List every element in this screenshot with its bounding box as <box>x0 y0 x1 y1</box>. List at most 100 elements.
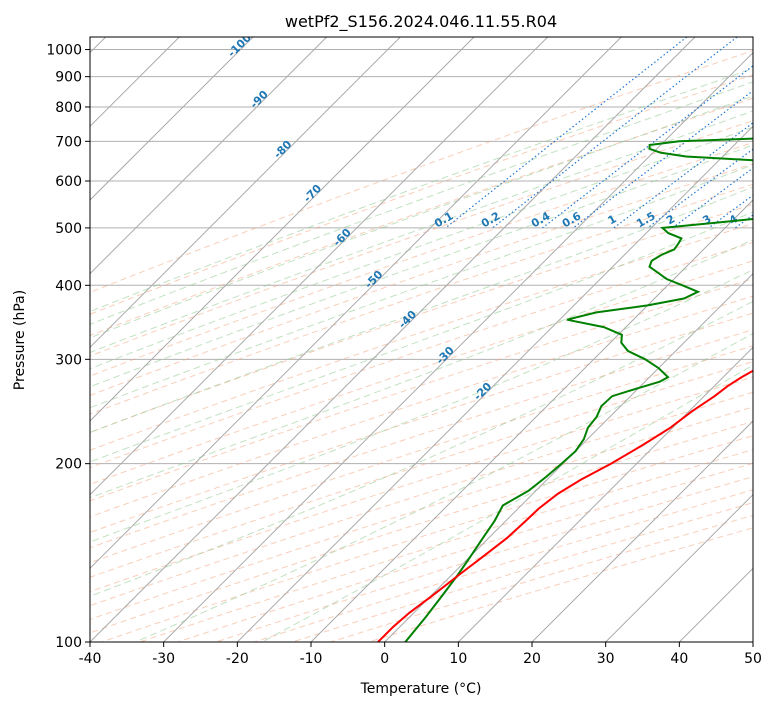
moist-adiabat <box>90 164 753 409</box>
mixing-ratio-lines <box>445 37 753 229</box>
y-tick-label: 100 <box>55 635 82 651</box>
mixing-ratio-line <box>613 122 753 229</box>
moist-adiabat <box>90 126 753 370</box>
isotherm <box>236 125 753 642</box>
dry-adiabat <box>90 345 753 564</box>
isotherm <box>384 272 753 642</box>
dry-adiabat <box>90 74 753 315</box>
dry-adiabat <box>368 527 753 642</box>
y-axis-label: Pressure (hPa) <box>12 290 28 390</box>
dry-adiabat <box>90 223 753 451</box>
y-tick-label: 300 <box>55 352 82 368</box>
isotherm <box>457 346 753 642</box>
dry-adiabat <box>90 312 753 534</box>
y-tick-label: 500 <box>55 221 82 237</box>
x-tick-label: 50 <box>744 651 762 667</box>
isotherms <box>90 37 753 642</box>
isotherm <box>90 37 622 570</box>
x-tick-label: 20 <box>523 651 541 667</box>
moist-adiabat <box>90 95 753 339</box>
moist-adiabat <box>90 81 753 325</box>
y-tick-label: 900 <box>55 70 82 86</box>
dry-adiabat <box>90 295 753 518</box>
isotherm <box>90 37 475 422</box>
isotherm <box>90 37 401 349</box>
dry-adiabat <box>90 391 753 607</box>
x-axis-label: Temperature (°C) <box>360 681 482 697</box>
x-tick-label: 40 <box>670 651 688 667</box>
isotherm <box>90 37 254 201</box>
mixing-ratio-line <box>445 37 688 229</box>
mixing-ratio-label: 2 <box>664 212 677 227</box>
dry-adiabat <box>90 260 753 485</box>
mixing-ratio-line <box>672 167 753 229</box>
y-tick-label: 1000 <box>46 43 82 59</box>
mixing-ratio-line <box>492 37 738 229</box>
dry-adiabat <box>90 97 753 337</box>
plot-frame <box>89 36 754 643</box>
reference-line-labels: 0.10.20.40.611.52346810131620253036-100-… <box>225 31 775 403</box>
dry-adiabat <box>292 502 753 642</box>
isotherm <box>90 37 328 275</box>
y-tick-label: 800 <box>55 100 82 116</box>
mixing-ratio-label: 0.6 <box>560 209 584 230</box>
mixing-ratio-label: 6 <box>766 212 775 227</box>
isotherm <box>90 37 549 496</box>
isotherm <box>678 567 753 642</box>
dry-adiabat <box>90 163 753 396</box>
moist-adiabat <box>90 300 753 597</box>
dry-adiabat <box>90 50 753 293</box>
x-tick-label: -40 <box>79 651 102 667</box>
x-tick-label: -10 <box>300 651 323 667</box>
mixing-ratio-label: 0.1 <box>432 209 455 230</box>
dry-adiabat <box>101 435 753 642</box>
mixing-ratio-line <box>734 214 753 229</box>
y-tick-label: 400 <box>55 278 82 294</box>
moist-adiabat <box>90 211 753 463</box>
dry-adiabat <box>90 329 753 549</box>
isotherm-label: -40 <box>396 308 419 331</box>
dry-adiabat <box>90 142 753 377</box>
dry-adiabats <box>90 50 753 642</box>
isotherm-label: -30 <box>434 344 457 367</box>
dry-adiabat <box>215 476 753 642</box>
mixing-ratio-line <box>542 65 753 229</box>
isotherm-label: -50 <box>362 268 385 291</box>
plot-area: 0.10.20.40.611.52346810131620253036-100-… <box>90 31 775 642</box>
dry-adiabat <box>90 361 753 578</box>
moist-adiabat <box>90 67 753 313</box>
mixing-ratio-label: 0.4 <box>529 209 553 230</box>
moist-adiabat <box>90 269 753 543</box>
x-tick-label: 10 <box>449 651 467 667</box>
y-axis-ticks: 100 200 300 400 500 600 700 800 900 1000 <box>46 43 90 651</box>
dry-adiabat <box>90 183 753 415</box>
moist-adiabat <box>90 110 753 354</box>
moist-adiabat <box>261 364 753 642</box>
mixing-ratio-label: 1 <box>606 212 619 227</box>
isotherm-label: -10 <box>758 167 775 190</box>
isotherm <box>531 420 753 642</box>
dry-adiabat <box>90 278 753 502</box>
mixing-ratio-label: 3 <box>700 212 713 227</box>
y-tick-label: 600 <box>55 174 82 190</box>
moist-adiabat <box>90 144 753 388</box>
y-tick-label: 200 <box>55 457 82 473</box>
mixing-ratio-label: 1.5 <box>634 209 657 230</box>
mixing-ratio-line <box>572 89 753 229</box>
x-tick-label: -20 <box>226 651 249 667</box>
moist-adiabats <box>90 67 753 642</box>
isotherm-label: -100 <box>225 31 254 60</box>
isotherm-label: -90 <box>248 88 271 111</box>
dewpoint-line <box>404 137 753 642</box>
chart-title: wetPf2_S156.2024.046.11.55.R04 <box>285 12 557 32</box>
x-tick-label: 0 <box>380 651 389 667</box>
temperature-line <box>377 369 753 642</box>
isotherm <box>310 199 753 642</box>
dry-adiabat <box>330 514 753 642</box>
x-axis-ticks: -40 -30 -20 -10 0 10 20 30 40 50 <box>79 642 762 667</box>
dry-adiabat <box>90 120 753 357</box>
isobar-gridlines <box>90 49 753 642</box>
dry-adiabat <box>90 203 753 433</box>
isotherm <box>90 37 696 642</box>
